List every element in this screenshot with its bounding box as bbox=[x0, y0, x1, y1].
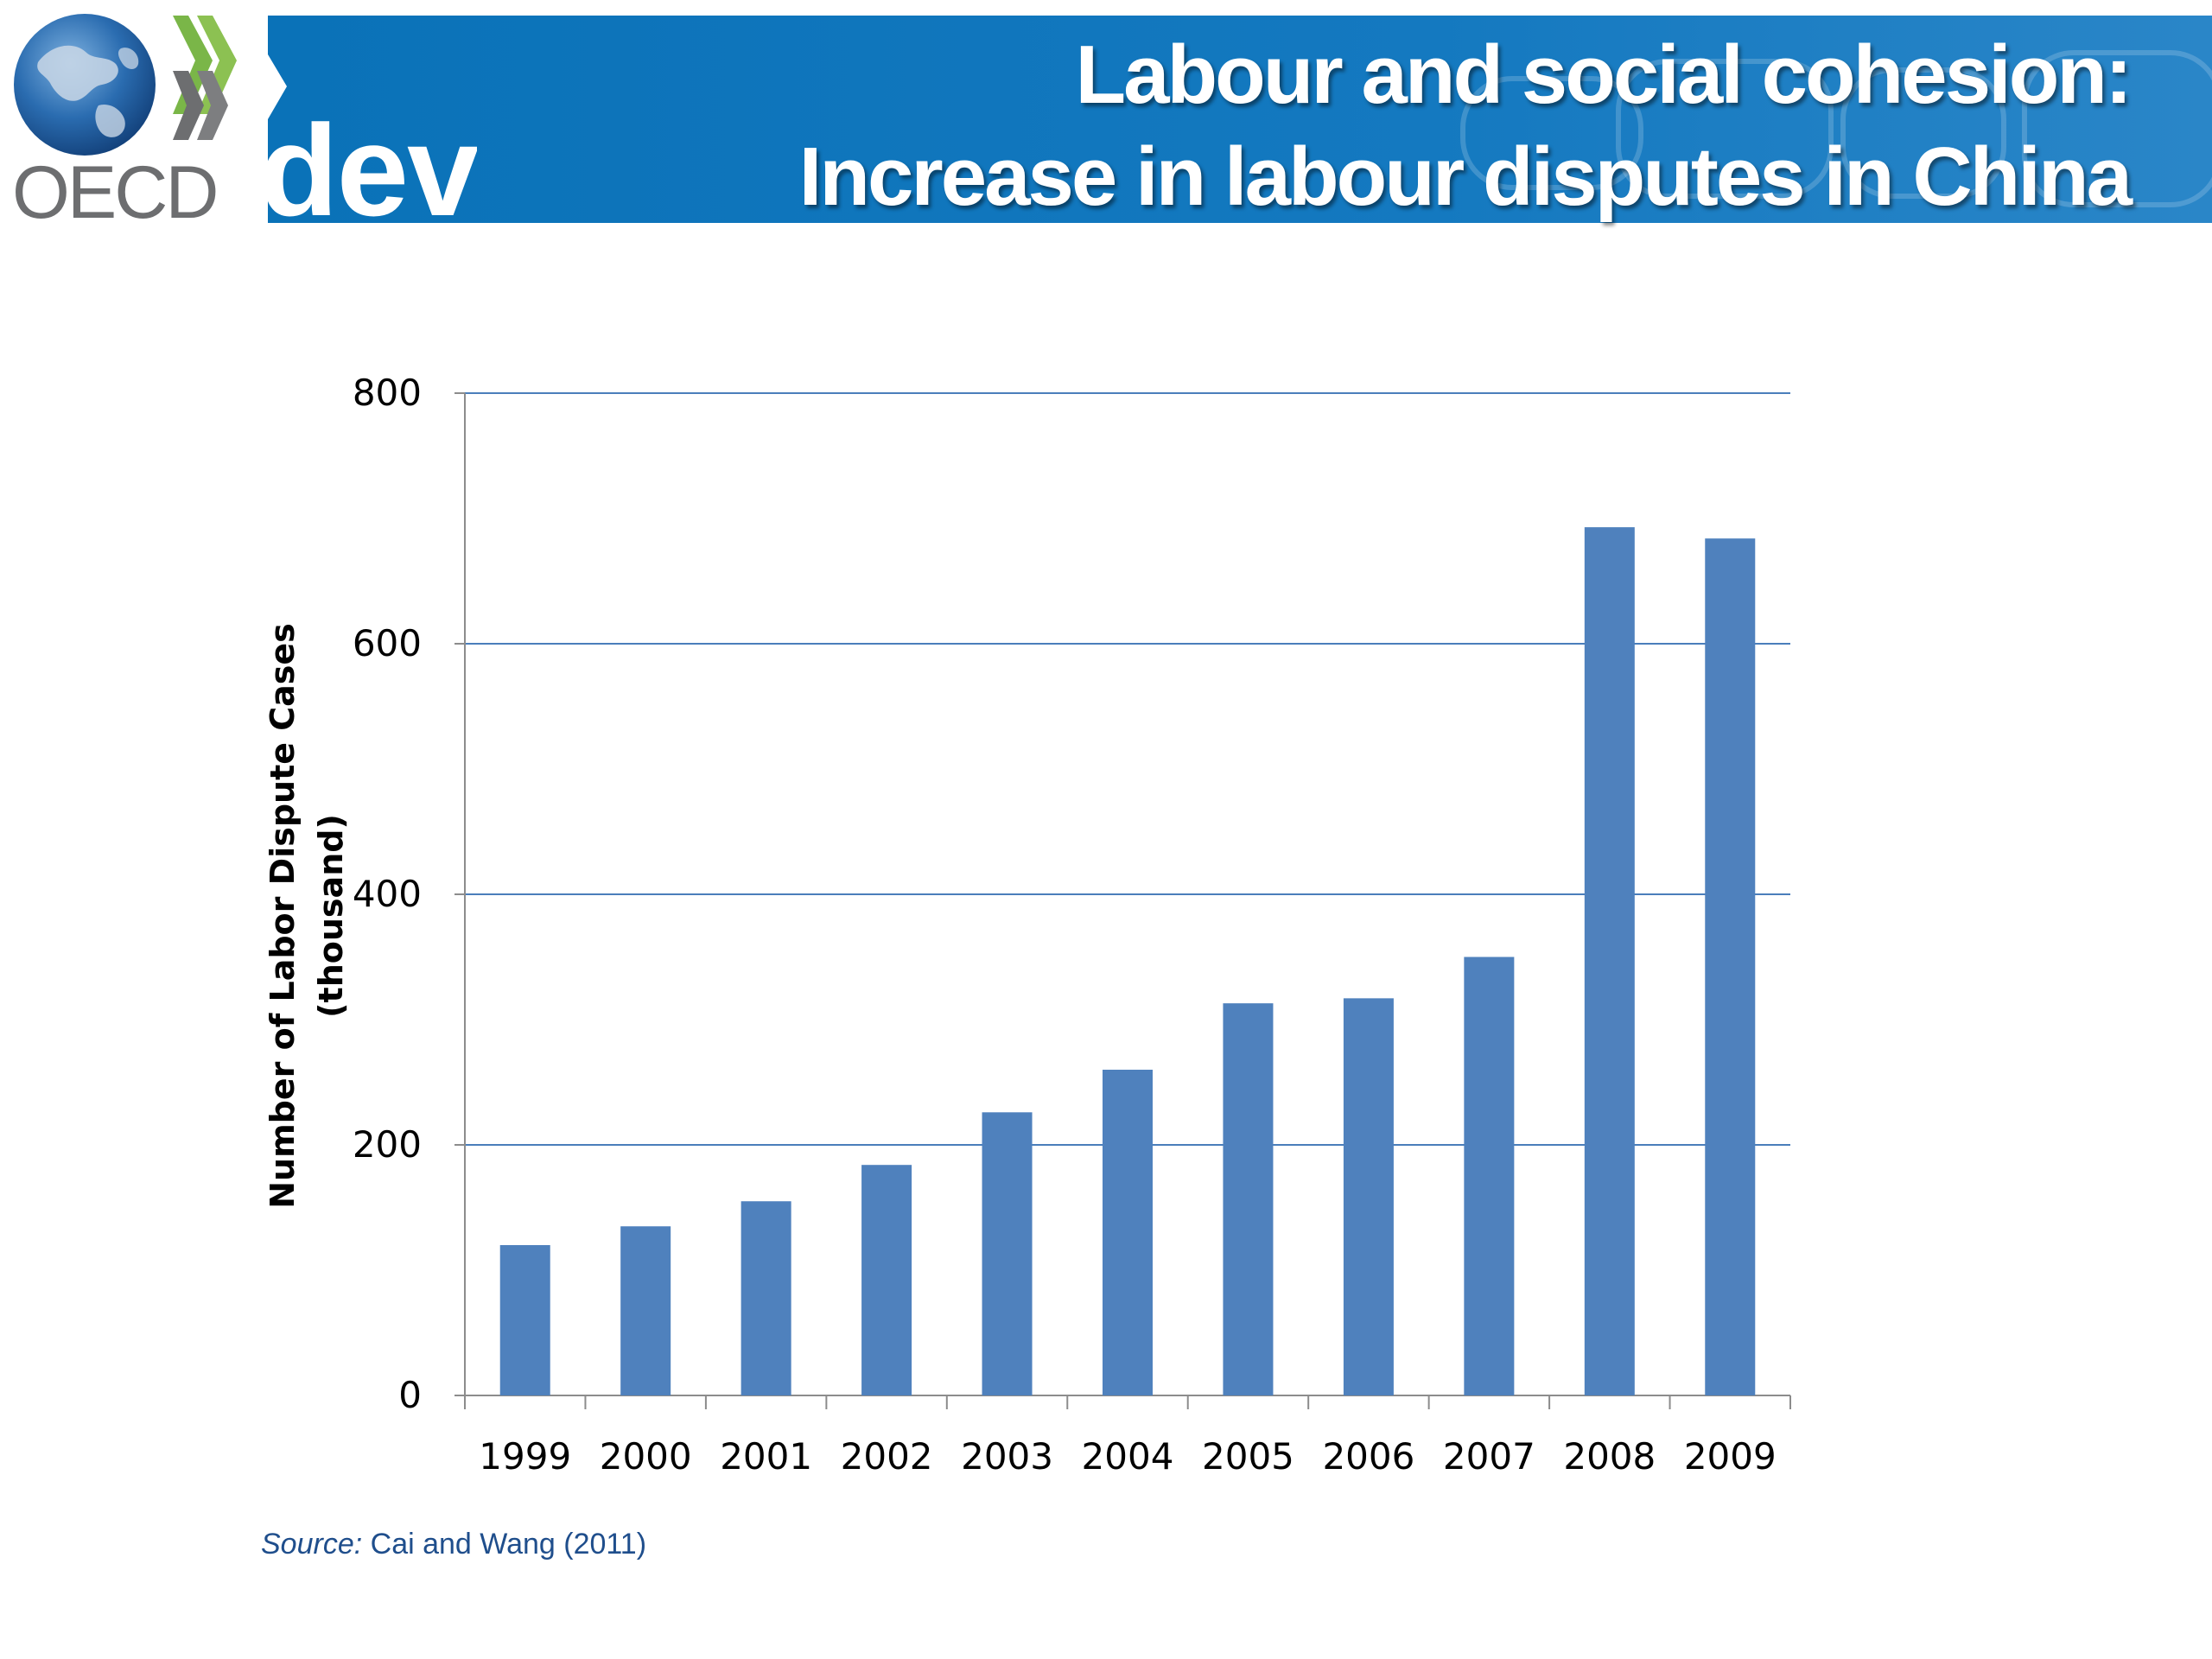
page-title: Labour and social cohesion: Increase in … bbox=[798, 24, 2133, 228]
globe-icon bbox=[14, 14, 156, 156]
x-tick-label: 1999 bbox=[479, 1435, 571, 1478]
bar-2001 bbox=[741, 1201, 791, 1395]
chevron-icon bbox=[173, 16, 237, 140]
bar-2000 bbox=[620, 1226, 671, 1395]
x-tick-label: 2008 bbox=[1563, 1435, 1656, 1478]
x-tick-label: 2002 bbox=[841, 1435, 933, 1478]
title-line-2: Increase in labour disputes in China bbox=[798, 130, 2133, 223]
oecd-logo-text: OECD bbox=[12, 151, 219, 234]
y-tick-label: 200 bbox=[353, 1123, 422, 1166]
source-text: Cai and Wang (2011) bbox=[362, 1528, 647, 1560]
x-tick-label: 2005 bbox=[1202, 1435, 1294, 1478]
bar-2002 bbox=[861, 1165, 912, 1395]
bar-1999 bbox=[499, 1245, 550, 1395]
y-axis-title: Number of Labor Dispute Cases (thousand) bbox=[264, 623, 350, 1209]
bar-2005 bbox=[1223, 1003, 1274, 1395]
y-tick-label: 800 bbox=[353, 372, 422, 414]
x-tick-label: 2000 bbox=[600, 1435, 692, 1478]
source-label: Source: bbox=[261, 1528, 363, 1560]
bar-2007 bbox=[1464, 957, 1515, 1395]
y-tick-label: 600 bbox=[353, 622, 422, 664]
y-tick-label: 0 bbox=[398, 1374, 422, 1416]
source-note: Source: Cai and Wang (2011) bbox=[261, 1528, 646, 1561]
y-axis-title-line-1: Number of Labor Dispute Cases bbox=[264, 623, 302, 1209]
dev-wordmark: dev bbox=[259, 105, 478, 223]
header-banner bbox=[268, 16, 2212, 223]
banner-chevron bbox=[268, 16, 287, 223]
x-tick-label: 2001 bbox=[720, 1435, 812, 1478]
bar-2009 bbox=[1705, 538, 1756, 1395]
x-tick-label: 2006 bbox=[1322, 1435, 1414, 1478]
title-line-1: Labour and social cohesion: bbox=[1075, 29, 2133, 121]
x-tick-label: 2003 bbox=[961, 1435, 1053, 1478]
bar-2003 bbox=[982, 1112, 1033, 1395]
x-tick-label: 2007 bbox=[1443, 1435, 1535, 1478]
y-axis-title-line-2: (thousand) bbox=[312, 814, 350, 1018]
bar-2008 bbox=[1584, 527, 1635, 1395]
oecd-logo bbox=[14, 14, 237, 156]
x-tick-label: 2004 bbox=[1082, 1435, 1174, 1478]
x-tick-label: 2009 bbox=[1684, 1435, 1777, 1478]
bar-2004 bbox=[1103, 1070, 1153, 1395]
bar-2006 bbox=[1343, 998, 1394, 1395]
y-tick-label: 400 bbox=[353, 873, 422, 915]
